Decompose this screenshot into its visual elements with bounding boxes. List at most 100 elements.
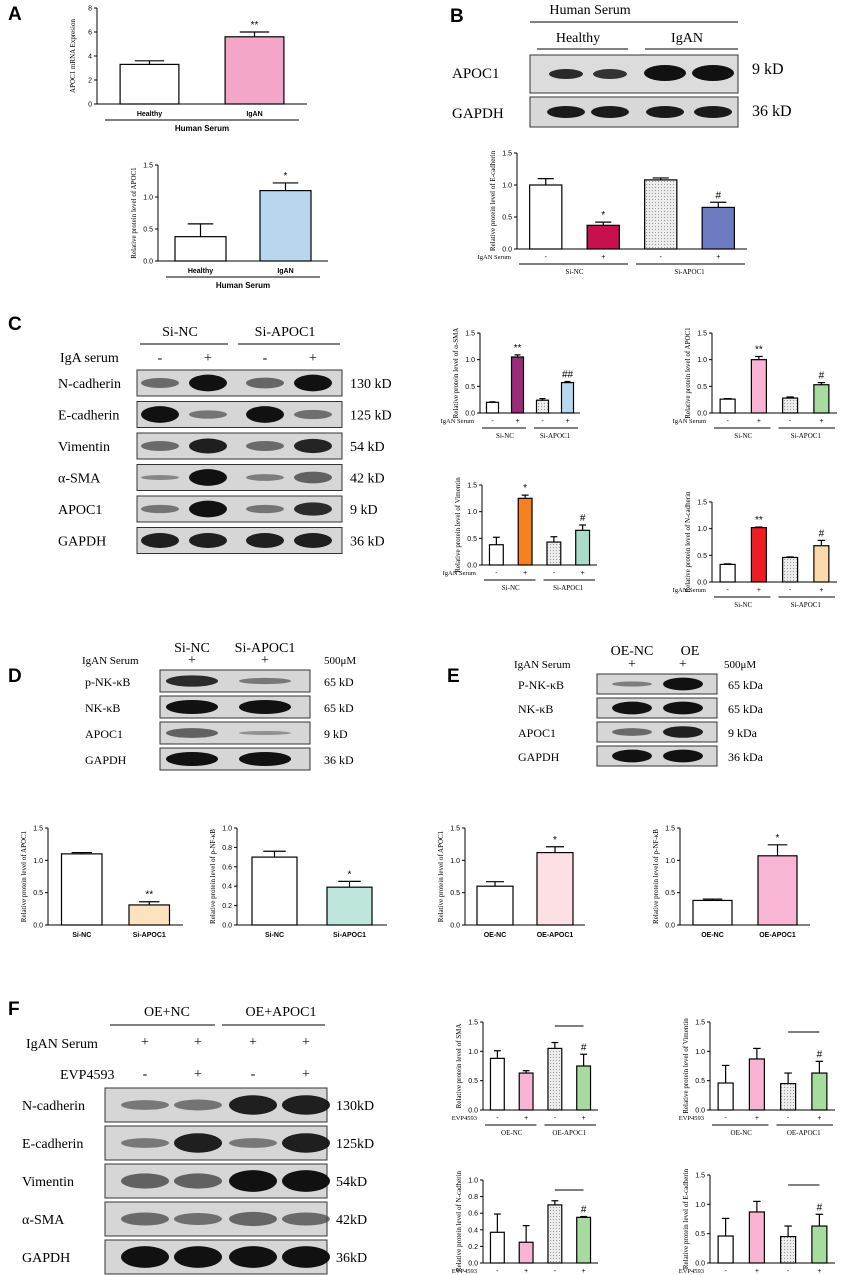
category-label: - <box>554 1268 557 1275</box>
y-tick-label: 1.0 <box>450 858 460 865</box>
chart-c3: 0.0 0.5 1.0 1.5 Relative protein level of Vi… <box>443 477 597 592</box>
y-axis-label: Relative protein level of APOC1 <box>437 830 445 922</box>
row-label: IgAN Serum <box>441 418 474 425</box>
y-axis-label: Relative protein level of Vimentin <box>454 477 462 573</box>
y-tick-label: 0.2 <box>468 1244 478 1251</box>
blot-b-header: Human Serum <box>549 3 630 18</box>
blot-band <box>612 681 652 687</box>
y-tick-label: 1.5 <box>467 483 477 490</box>
significance-mark: ** <box>755 344 763 355</box>
y-tick-label: 0.5 <box>467 536 477 543</box>
significance-mark: ** <box>755 515 763 526</box>
bar <box>575 529 591 566</box>
bar <box>60 853 103 926</box>
category-label: + <box>515 418 519 425</box>
significance-mark: * <box>553 835 557 846</box>
category-label: - <box>787 1268 790 1275</box>
y-tick-label: 0.4 <box>468 1227 478 1234</box>
category-label: Si-NC <box>72 932 91 939</box>
category-label: - <box>496 1115 499 1122</box>
chart-a1: 0 2 4 6 8 APOC1 mRNA Expresion Healthy ** IgAN Hu… <box>69 6 307 133</box>
blot-row-label: N-cadherin <box>22 1099 85 1114</box>
panel-label-e: E <box>447 666 460 687</box>
bar <box>701 206 735 250</box>
blot-band <box>141 475 179 480</box>
blot-band <box>294 502 332 516</box>
blot-kd: 65 kDa <box>728 702 764 716</box>
blot-band <box>663 749 703 763</box>
category-label: + <box>524 1268 528 1275</box>
bar <box>547 1204 563 1264</box>
y-tick-label: 1.0 <box>665 858 675 865</box>
y-tick-label: 8 <box>88 6 92 13</box>
panel-label-c: C <box>8 314 22 335</box>
bar <box>488 544 504 566</box>
row-label: IgAN Serum <box>478 254 511 261</box>
blot-row-label: α-SMA <box>22 1213 65 1228</box>
row-label: IgAN Serum <box>673 418 706 425</box>
blot-band <box>239 751 291 767</box>
category-label: + <box>565 418 569 425</box>
category-label: + <box>601 254 605 261</box>
y-axis-label: Relative protein level of APOC1 <box>684 327 692 419</box>
blot-kd: 130 kD <box>350 377 392 392</box>
category-label: + <box>757 418 761 425</box>
significance-mark: * <box>348 869 352 880</box>
y-tick-label: 1.0 <box>33 858 43 865</box>
category-label: - <box>545 254 548 261</box>
sign: + <box>302 1067 310 1082</box>
significance-mark: * <box>776 833 780 844</box>
y-tick-label: 0.0 <box>467 563 477 570</box>
category-label: + <box>524 1115 528 1122</box>
y-tick-label: 0.0 <box>697 411 707 418</box>
significance-mark: ** <box>251 20 259 31</box>
y-tick-label: 0.0 <box>468 1108 478 1115</box>
blot-band <box>166 675 218 687</box>
y-tick-label: 1.0 <box>467 509 477 516</box>
blot-c-treat: IgA serum <box>60 351 119 366</box>
significance-mark: * <box>601 210 605 221</box>
chart-e2: 0.0 0.5 1.0 1.5 Relative protein level of p-… <box>652 826 810 939</box>
bar <box>757 855 798 926</box>
category-label: IgAN <box>246 111 262 118</box>
category-label: OE-APOC1 <box>537 932 574 939</box>
category-label: - <box>787 1115 790 1122</box>
blot-band <box>294 471 332 484</box>
group-label: OE-NC <box>731 1129 753 1137</box>
blot-b-row-gapdh: GAPDH <box>452 106 504 122</box>
bar <box>560 382 575 414</box>
chart-f3: 0.0 0.2 0.4 0.6 0.8 1.0 Relative protein level… <box>452 1170 598 1275</box>
blot-band <box>229 1095 277 1115</box>
blot-band <box>282 1170 330 1192</box>
category-label: OE-NC <box>701 932 724 939</box>
y-tick-label: 0.5 <box>665 890 675 897</box>
y-tick-label: 0.0 <box>143 259 153 266</box>
blot-band <box>246 441 284 451</box>
blot-f-treat2: EVP4593 <box>60 1068 114 1083</box>
significance-mark: # <box>817 1049 823 1060</box>
y-axis-label: Relative protein level of APOC1 <box>130 167 138 259</box>
panel-label-b: B <box>450 6 464 27</box>
category-label: + <box>817 1115 821 1122</box>
category-label: - <box>495 570 498 577</box>
sign: + <box>194 1067 202 1082</box>
bar <box>489 1231 505 1264</box>
blot-row-label: E-cadherin <box>58 409 119 424</box>
y-tick-label: 1.0 <box>695 1202 705 1209</box>
y-tick-label: 1.0 <box>697 357 707 364</box>
blot-band <box>246 474 284 481</box>
sign: - <box>251 1067 256 1082</box>
blot-row-label: APOC1 <box>58 503 102 518</box>
blot-band <box>189 500 227 518</box>
bar <box>535 399 550 414</box>
blot-band <box>141 406 179 423</box>
y-tick-label: 0.5 <box>33 890 43 897</box>
blot-e-group-2: OE <box>681 644 700 659</box>
y-tick-label: 1.0 <box>222 826 232 833</box>
y-tick-label: 1.5 <box>33 826 43 833</box>
category-label: + <box>757 587 761 594</box>
bar <box>780 1082 797 1111</box>
blot-d: Si-NC Si-APOC1 IgAN Serum + + 500μM p-NK… <box>82 641 356 771</box>
